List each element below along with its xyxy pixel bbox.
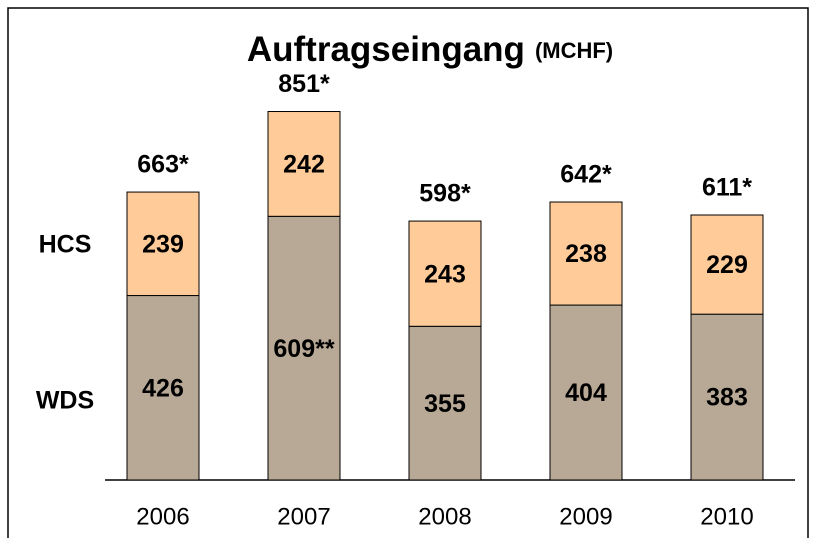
value-label: 609** [273, 335, 334, 363]
total-label: 598* [419, 180, 471, 208]
bar-segment [549, 304, 623, 481]
total-label: 663* [137, 151, 189, 179]
value-label: 229 [706, 251, 748, 279]
value-label: 383 [706, 384, 748, 412]
bar-segment [267, 215, 341, 481]
value-label: 404 [565, 379, 607, 407]
value-label: 242 [283, 151, 325, 179]
chart-title: Auftragseingang (MCHF) [247, 30, 613, 69]
value-label: 239 [142, 230, 184, 258]
x-tick-label: 2008 [418, 503, 471, 530]
value-label: 426 [142, 374, 184, 402]
bar-segment [408, 325, 482, 481]
title-unit: (MCHF) [535, 38, 613, 63]
total-label: 642* [560, 161, 612, 189]
value-label: 238 [565, 240, 607, 268]
bar-segment [690, 313, 764, 481]
title-text: Auftragseingang [247, 30, 525, 69]
x-tick-label: 2007 [277, 503, 330, 530]
bar-segment [126, 295, 200, 481]
x-tick-label: 2010 [700, 503, 753, 530]
value-label: 355 [424, 390, 466, 418]
value-label: 243 [424, 260, 466, 288]
bar-segment [126, 191, 200, 297]
bar-segment [549, 201, 623, 306]
x-tick-label: 2006 [136, 503, 189, 530]
total-label: 611* [702, 174, 752, 202]
series-label: WDS [36, 386, 94, 414]
bar-segment [267, 111, 341, 217]
series-label: HCS [39, 230, 92, 258]
total-label: 851* [278, 70, 330, 98]
bar-segment [690, 214, 764, 315]
x-tick-label: 2009 [559, 503, 612, 530]
bar-segment [408, 220, 482, 327]
